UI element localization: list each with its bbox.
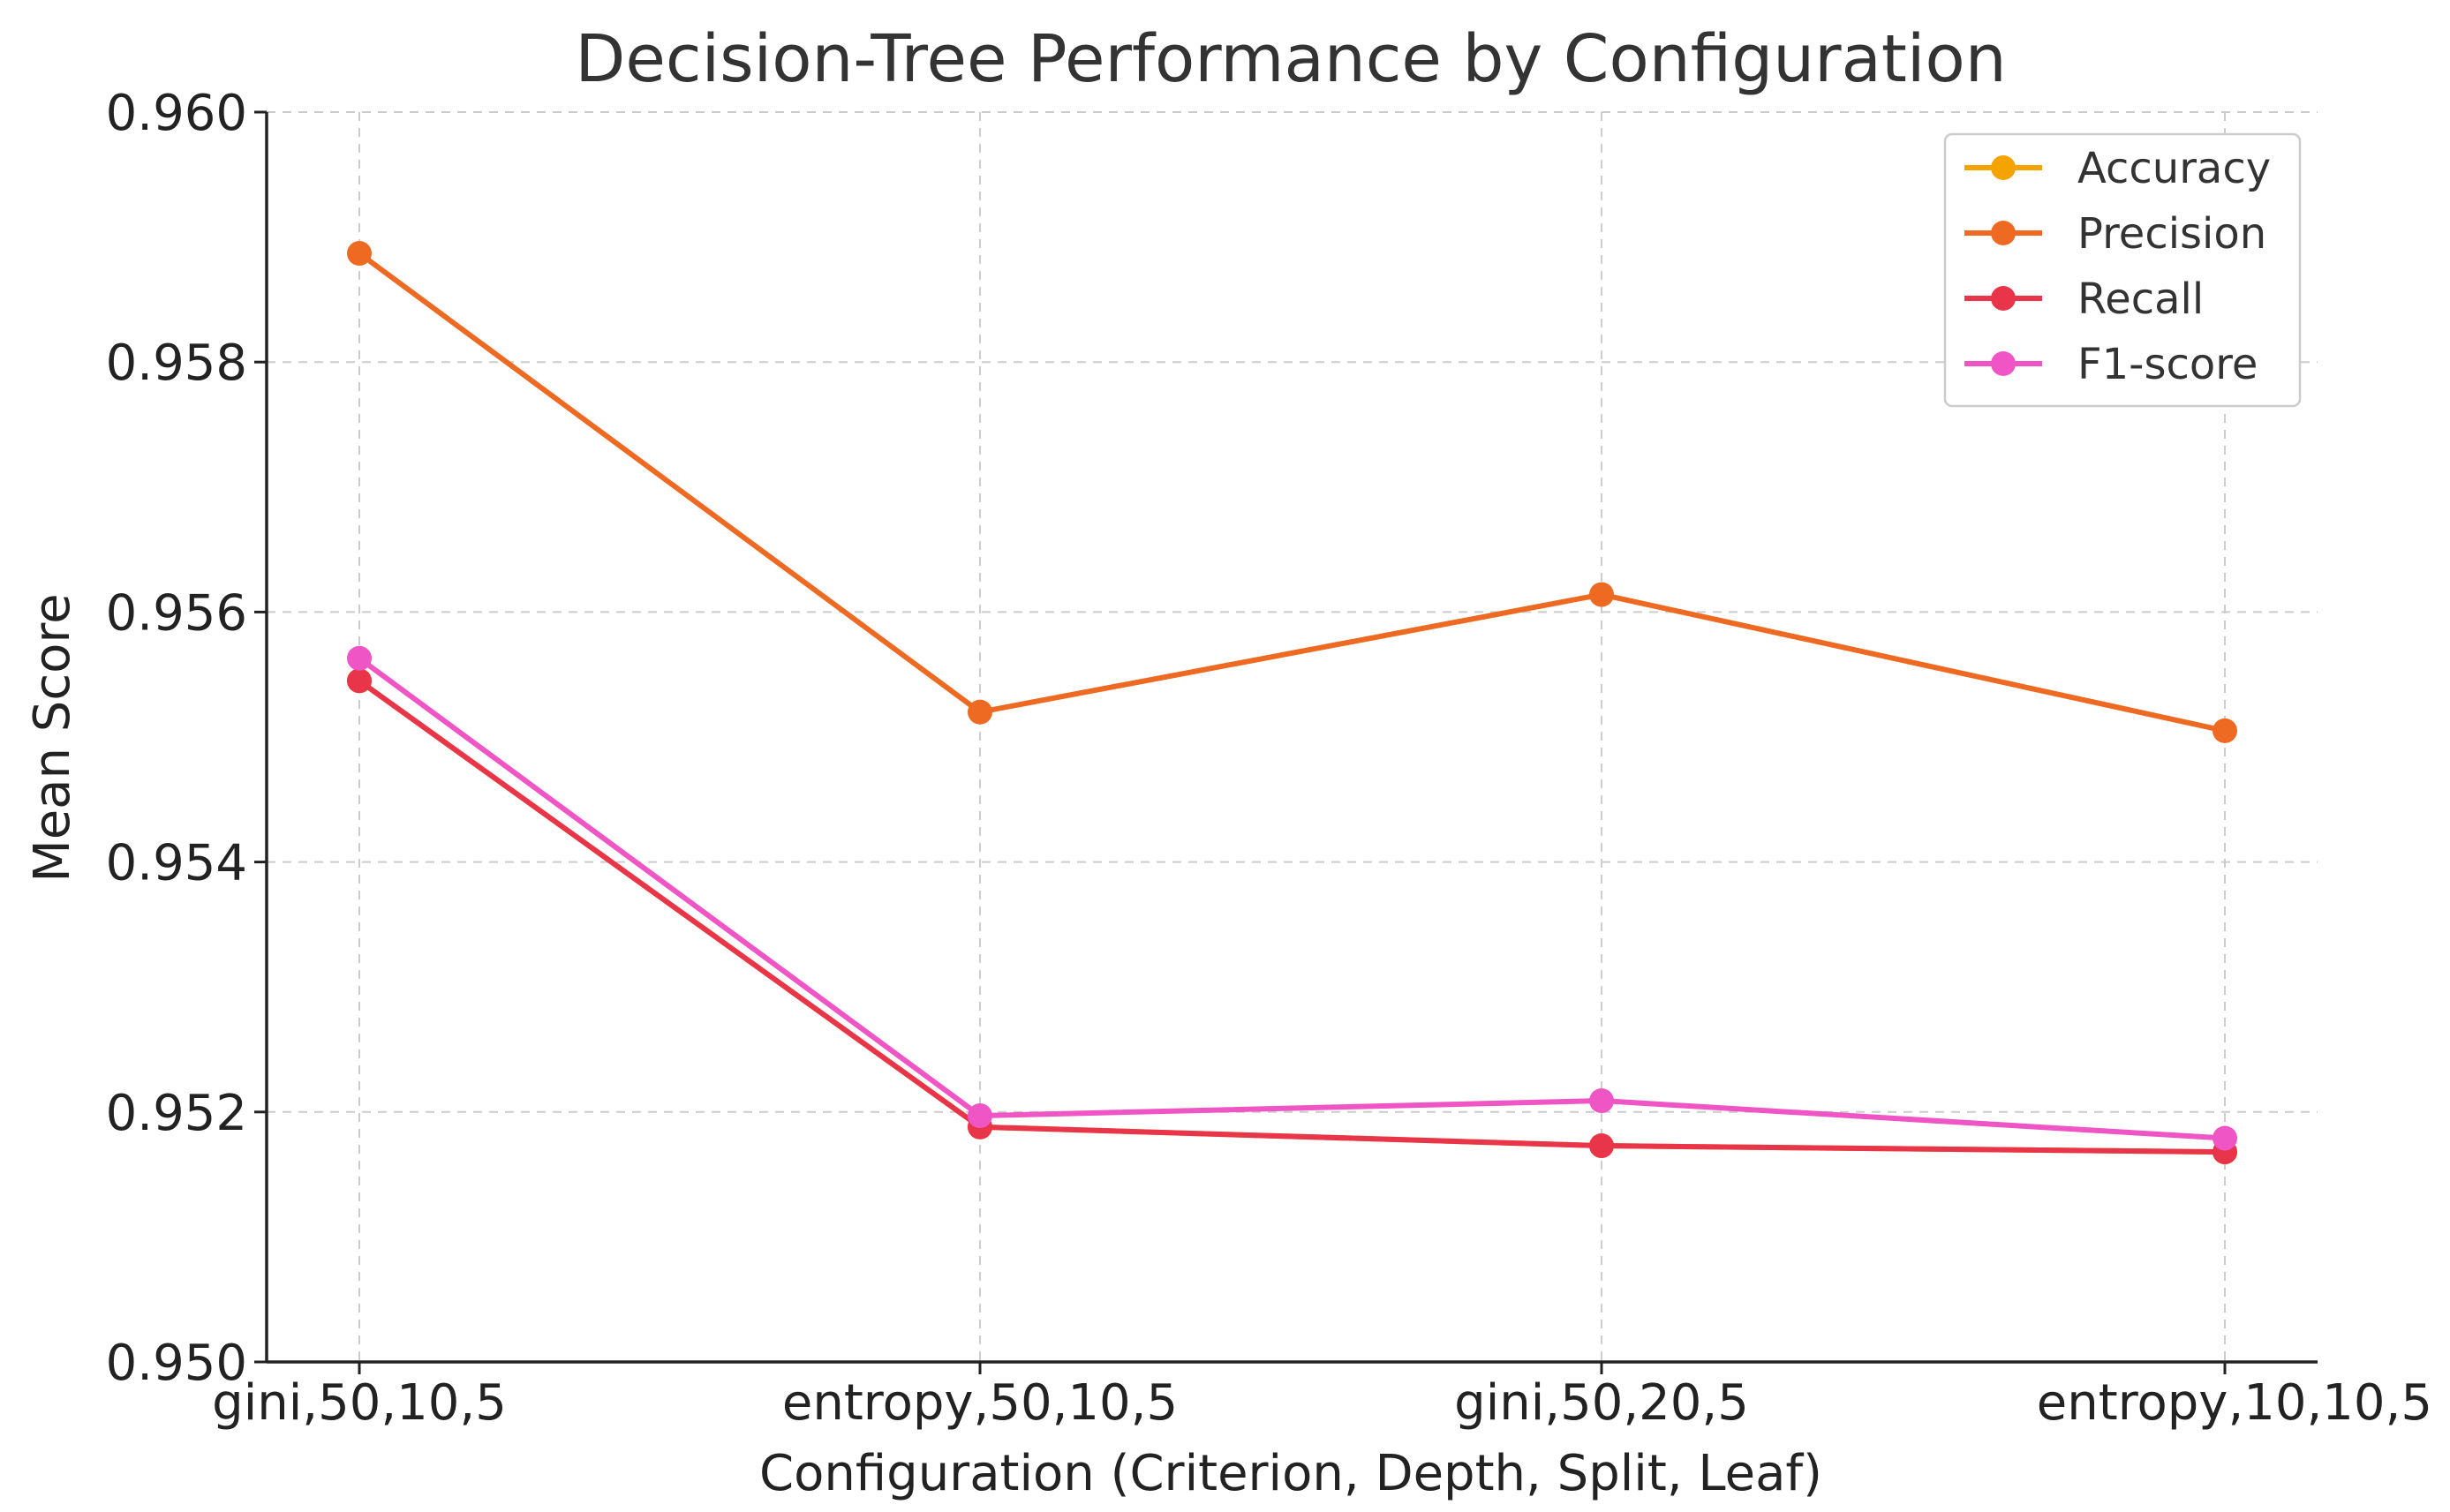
x-tick-label: gini,50,10,5: [212, 1374, 507, 1432]
data-point: [2213, 1125, 2237, 1151]
y-tick-label: 0.950: [106, 1335, 247, 1392]
x-tick-label: gini,50,20,5: [1454, 1374, 1749, 1432]
series-line: [358, 678, 2226, 1155]
x-axis-ticks: gini,50,10,5 entropy,50,10,5 gini,50,20,5 e…: [212, 1362, 2432, 1432]
legend-item: Precision: [1964, 209, 2266, 259]
series-line: [358, 678, 2226, 1155]
series-line: [358, 251, 2226, 733]
series-precision: [347, 241, 2237, 743]
data-point: [1589, 1088, 1614, 1114]
legend-marker: [1991, 155, 2016, 180]
data-point: [968, 699, 992, 725]
axes: [265, 112, 2318, 1364]
chart-title: Decision-Tree Performance by Configurati…: [575, 21, 2006, 97]
legend-box: [1943, 132, 2302, 408]
data-point: [968, 1103, 992, 1129]
data-point: [347, 668, 372, 694]
legend-marker: [1991, 351, 2016, 376]
legend-item: F1-score: [1964, 340, 2258, 389]
y-tick-label: 0.952: [106, 1085, 247, 1142]
data-point: [347, 241, 372, 267]
x-axis-label: Configuration (Criterion, Depth, Split, …: [759, 1445, 1822, 1502]
legend-item: Accuracy: [1964, 144, 2271, 193]
series-accuracy: [347, 668, 2237, 1165]
y-axis-ticks: 0.950 0.952 0.954 0.956 0.958 0.960: [106, 85, 267, 1392]
series-recall: [347, 668, 2237, 1165]
y-axis-label: Mean Score: [24, 593, 81, 882]
legend-item: Recall: [1964, 275, 2204, 324]
data-point: [1589, 582, 1614, 607]
legend-label: Precision: [2077, 209, 2266, 259]
series-f1-score: [347, 645, 2237, 1151]
legend-label: Recall: [2077, 275, 2204, 324]
legend-marker: [1991, 221, 2016, 245]
y-tick-label: 0.960: [106, 85, 247, 142]
y-tick-label: 0.958: [106, 335, 247, 392]
legend: Accuracy Precision Recall F1-score: [1943, 132, 2302, 408]
legend-label: F1-score: [2077, 340, 2258, 389]
x-tick-label: entropy,10,10,5: [2037, 1374, 2432, 1432]
y-tick-label: 0.954: [106, 835, 247, 892]
series-line: [358, 656, 2226, 1141]
x-tick-label: entropy,50,10,5: [782, 1374, 1178, 1432]
legend-marker: [1991, 286, 2016, 311]
data-point: [2213, 718, 2237, 743]
series: [347, 241, 2237, 1165]
y-tick-label: 0.956: [106, 584, 247, 642]
data-point: [347, 645, 372, 671]
legend-label: Accuracy: [2077, 144, 2271, 193]
data-point: [1589, 1133, 1614, 1159]
